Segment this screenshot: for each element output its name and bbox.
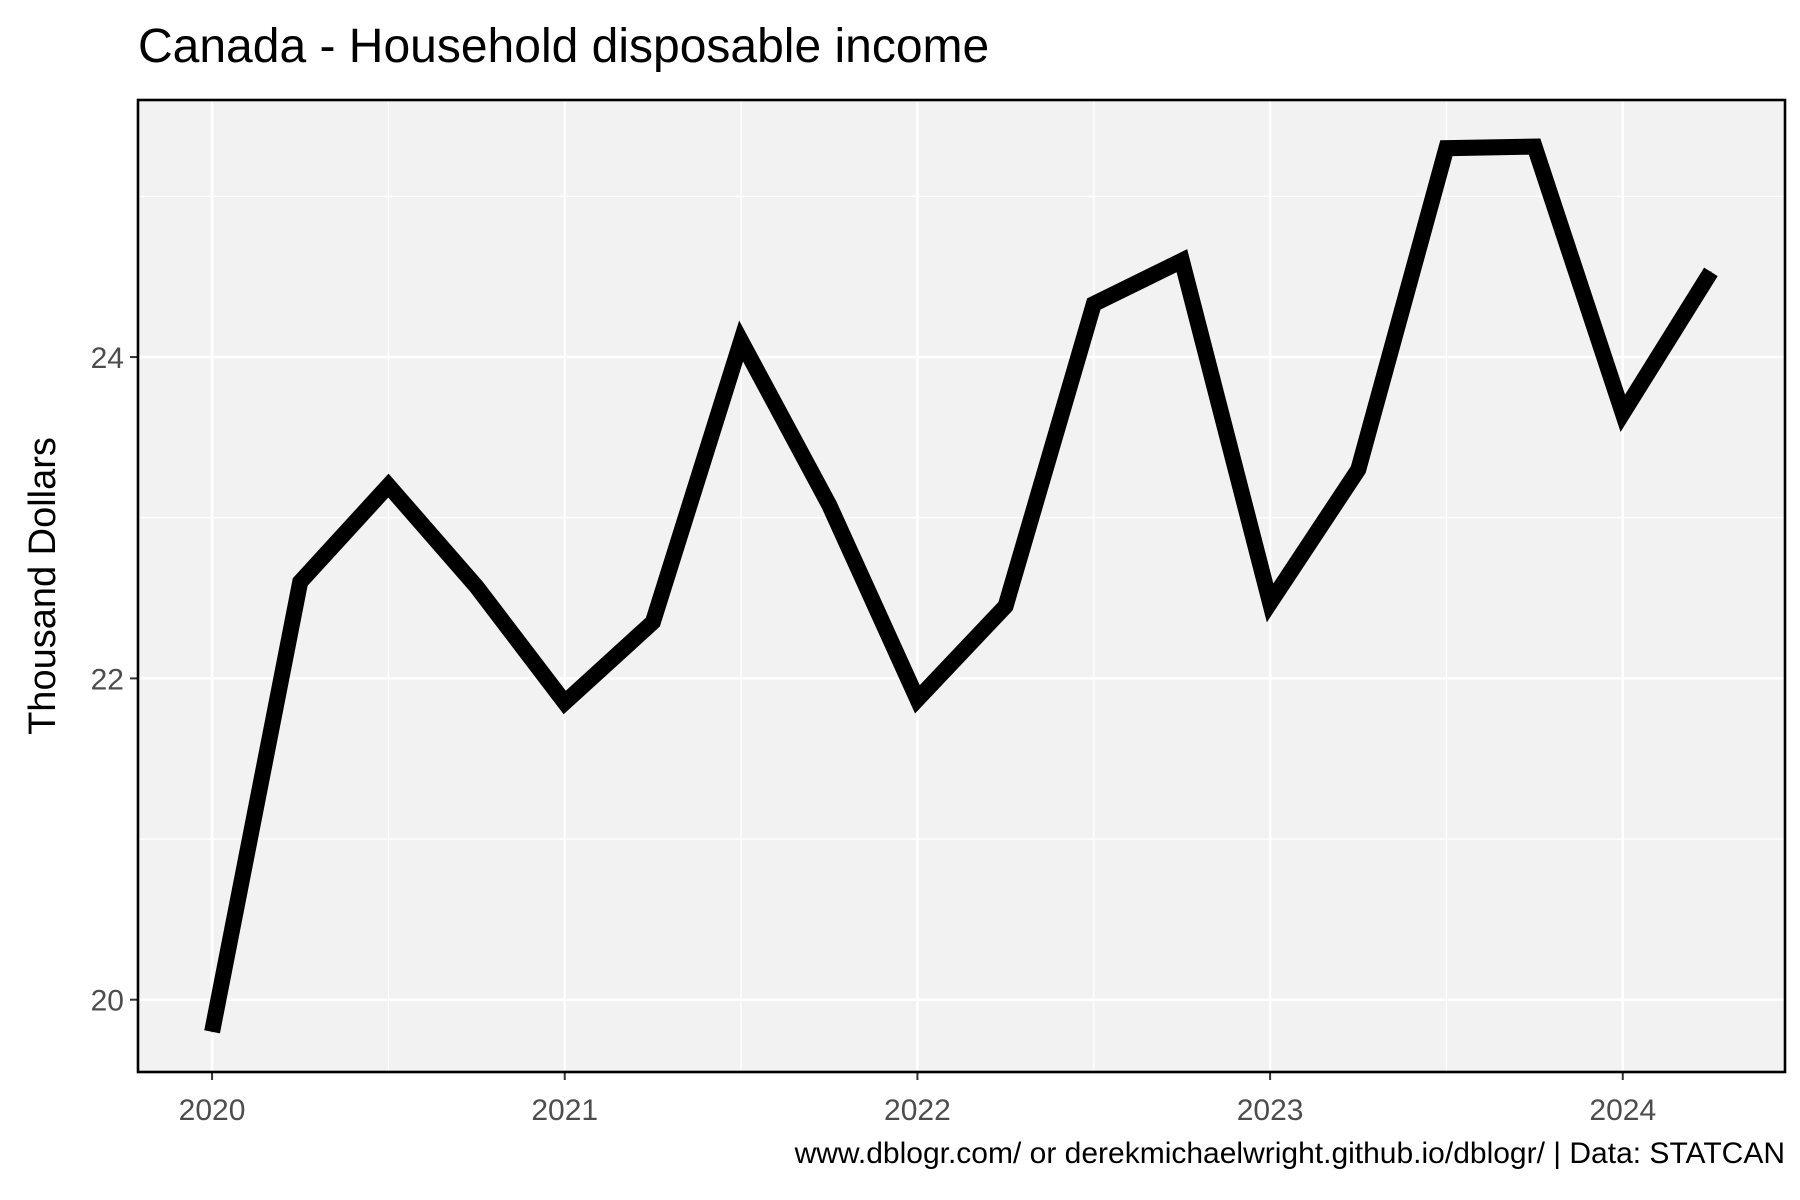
- chart-title: Canada - Household disposable income: [138, 20, 989, 73]
- series-line: [204, 138, 1718, 1034]
- x-tick-label: 2022: [884, 1094, 951, 1127]
- data-point: [1534, 146, 1536, 148]
- data-point: [1445, 147, 1447, 149]
- chart-caption: www.dblogr.com/ or derekmichaelwright.gi…: [794, 1137, 1785, 1170]
- data-point: [740, 340, 742, 342]
- data-point: [1710, 271, 1712, 273]
- y-tick-label: 22: [91, 663, 124, 696]
- data-point: [564, 701, 566, 703]
- y-tick-label: 24: [91, 342, 124, 375]
- data-point: [1622, 412, 1624, 414]
- data-point: [916, 698, 918, 700]
- plot-panel: [138, 100, 1785, 1072]
- plot-border: [136, 98, 1787, 1074]
- data-point: [1357, 469, 1359, 471]
- series-layer: [204, 138, 1718, 1034]
- data-point: [1269, 602, 1271, 604]
- data-point: [652, 621, 654, 623]
- data-point: [211, 1031, 213, 1033]
- data-point: [828, 504, 830, 506]
- data-point: [1005, 605, 1007, 607]
- x-tick-label: 2021: [531, 1094, 598, 1127]
- x-tick-label: 2023: [1237, 1094, 1304, 1127]
- x-tick-label: 2020: [179, 1094, 246, 1127]
- y-axis-label: Thousand Dollars: [22, 437, 64, 735]
- y-tick-label: 20: [91, 985, 124, 1018]
- data-point: [1181, 260, 1183, 262]
- data-point: [1093, 303, 1095, 305]
- x-tick-label: 2024: [1589, 1094, 1656, 1127]
- data-point: [387, 485, 389, 487]
- data-point: [476, 586, 478, 588]
- data-point: [299, 581, 301, 583]
